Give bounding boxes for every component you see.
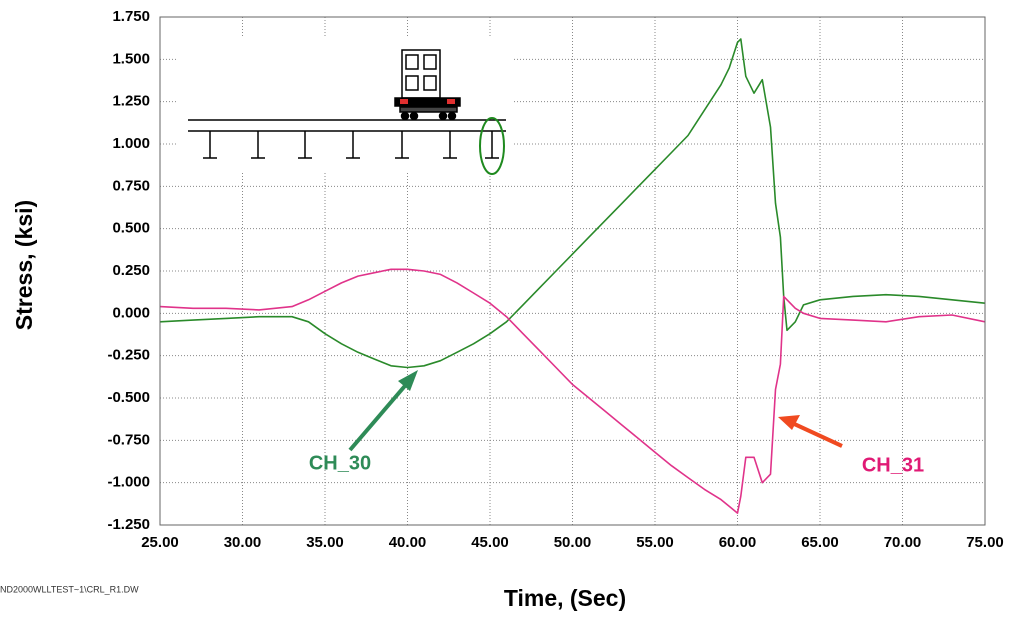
- plot-frame: [159, 16, 986, 526]
- ch30-arrowhead: [398, 370, 418, 391]
- y-axis-label: Stress, (ksi): [11, 200, 37, 330]
- x-tick-label: 50.00: [554, 534, 592, 551]
- x-tick-label: 60.00: [719, 534, 757, 551]
- bridge-diagram: [188, 49, 506, 175]
- x-tick-label: 40.00: [389, 534, 427, 551]
- ch31-arrowhead: [778, 415, 800, 430]
- ch31-arrow: [789, 420, 843, 448]
- x-tick-label: 65.00: [801, 534, 839, 551]
- series-line: [159, 38, 986, 369]
- line-layer: [159, 38, 986, 514]
- file-footer: ND2000WLLTEST~1\CRL_R1.DW: [0, 584, 139, 594]
- inset-background: [178, 38, 512, 172]
- x-tick-label: 45.00: [471, 534, 509, 551]
- x-tick-label: 75.00: [966, 534, 1004, 551]
- series-annotation: CH_30: [309, 452, 371, 474]
- y-tick-label: -1.000: [107, 474, 150, 491]
- y-tick-label: 1.500: [112, 50, 150, 67]
- y-tick-label: -0.500: [107, 389, 150, 406]
- x-tick-label: 55.00: [636, 534, 674, 551]
- y-tick-label: 0.750: [112, 177, 150, 194]
- y-tick-label: 0.500: [112, 220, 150, 237]
- y-tick-label: 1.750: [112, 8, 150, 25]
- y-tick-label: 0.250: [112, 262, 150, 279]
- y-tick-label: 0.000: [112, 304, 150, 321]
- x-tick-label: 70.00: [884, 534, 922, 551]
- y-tick-label: -1.250: [107, 516, 150, 533]
- y-tick-label: 1.000: [112, 135, 150, 152]
- ch30-arrow: [348, 378, 412, 452]
- x-tick-label: 30.00: [224, 534, 262, 551]
- x-axis-label: Time, (Sec): [504, 585, 626, 611]
- y-tick-label: 1.250: [112, 93, 150, 110]
- x-tick-label: 25.00: [141, 534, 179, 551]
- series-line: [159, 268, 986, 514]
- series-annotation: CH_31: [862, 454, 924, 476]
- y-tick-label: -0.750: [107, 431, 150, 448]
- x-tick-label: 35.00: [306, 534, 344, 551]
- y-tick-label: -0.250: [107, 347, 150, 364]
